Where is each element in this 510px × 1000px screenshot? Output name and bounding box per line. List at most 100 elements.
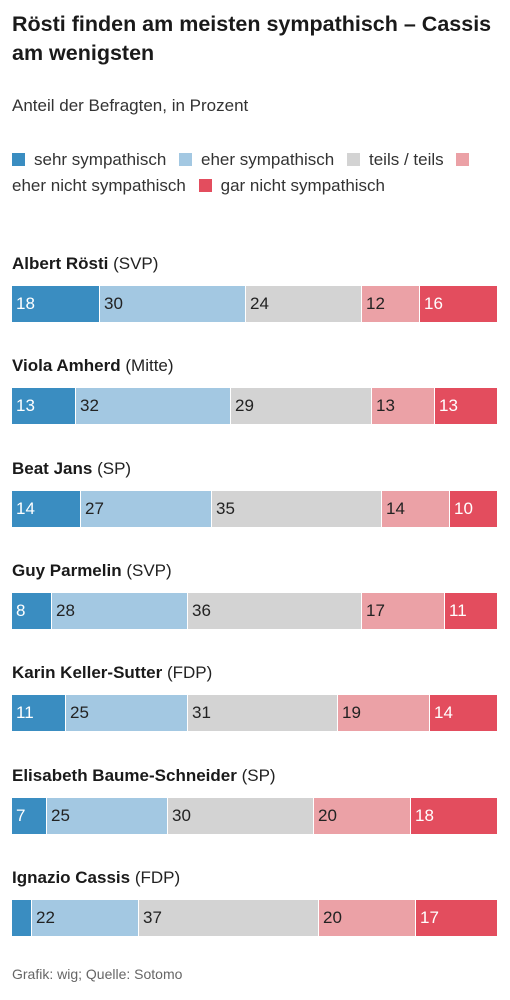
stacked-bar: 13 32 29 13 13	[12, 388, 497, 424]
value-label: 8	[16, 601, 26, 620]
politician-label: Ignazio Cassis (FDP)	[12, 867, 498, 891]
politician-name: Ignazio Cassis	[12, 868, 131, 887]
party-label: (SVP)	[126, 561, 172, 580]
legend-item: teils / teils	[346, 150, 444, 169]
politician-name: Beat Jans	[12, 459, 93, 478]
value-label: 37	[143, 908, 162, 927]
value-label: 29	[235, 396, 254, 415]
politician-label: Karin Keller-Sutter (FDP)	[12, 662, 498, 686]
value-label: 12	[366, 294, 385, 313]
bar-segment: 18	[410, 798, 497, 834]
bar-segment: 19	[337, 695, 429, 731]
value-label: 20	[323, 908, 342, 927]
chart-title: Rösti finden am meisten sympathisch – Ca…	[12, 12, 492, 65]
bar-segment: 37	[138, 900, 318, 936]
bar-segment: 17	[415, 900, 497, 936]
bar-segment: 30	[167, 798, 313, 834]
value-label: 25	[51, 806, 70, 825]
value-label: 7	[16, 806, 26, 825]
bar-segment	[12, 900, 31, 936]
value-label: 14	[434, 703, 453, 722]
value-label: 14	[16, 499, 35, 518]
bar-segment: 10	[449, 491, 497, 527]
stacked-bar: 14 27 35 14 10	[12, 491, 497, 527]
politician-label: Guy Parmelin (SVP)	[12, 560, 498, 584]
stacked-bar: 8 28 36 17 11	[12, 593, 497, 629]
bar-segment: 20	[318, 900, 415, 936]
party-label: (SP)	[241, 766, 276, 785]
stacked-bar: 7 25 30 20 18	[12, 798, 497, 834]
bar-segment: 13	[371, 388, 434, 424]
value-label: 30	[104, 294, 123, 313]
value-label: 17	[366, 601, 385, 620]
bar-segment: 18	[12, 286, 99, 322]
legend-item: eher nicht sympathisch	[12, 150, 478, 195]
bar-segment: 25	[65, 695, 187, 731]
bar-segment: 20	[313, 798, 410, 834]
legend: sehr sympathisch eher sympathisch teils …	[12, 147, 500, 199]
value-label: 25	[70, 703, 89, 722]
value-label: 10	[454, 499, 473, 518]
bar-segment: 11	[444, 593, 497, 629]
bar-segment: 7	[12, 798, 46, 834]
value-label: 14	[386, 499, 405, 518]
legend-swatch	[346, 153, 360, 166]
value-label: 13	[439, 396, 458, 415]
legend-label: sehr sympathisch	[34, 150, 167, 169]
bar-segment: 36	[187, 593, 361, 629]
bar-segment: 17	[361, 593, 444, 629]
bar-segment: 22	[31, 900, 138, 936]
bar-group: Elisabeth Baume-Schneider (SP) 7 25 30 20 18	[12, 765, 498, 834]
bar-segment: 29	[230, 388, 371, 424]
value-label: 19	[342, 703, 361, 722]
bar-group: Albert Rösti (SVP) 18 30 24 12 16	[12, 253, 498, 322]
bar-segment: 28	[51, 593, 187, 629]
politician-name: Albert Rösti	[12, 254, 109, 273]
bar-segment: 13	[12, 388, 75, 424]
value-label: 13	[376, 396, 395, 415]
value-label: 31	[192, 703, 211, 722]
bar-group: Beat Jans (SP) 14 27 35 14 10	[12, 458, 498, 527]
bar-segment: 16	[419, 286, 497, 322]
bar-segment: 25	[46, 798, 167, 834]
legend-item: eher sympathisch	[179, 150, 334, 169]
legend-swatch	[198, 179, 212, 192]
politician-label: Elisabeth Baume-Schneider (SP)	[12, 765, 498, 789]
value-label: 11	[449, 601, 467, 620]
bar-group: Ignazio Cassis (FDP) 22 37 20 17	[12, 867, 498, 936]
legend-label: teils / teils	[368, 150, 444, 169]
bar-segment: 14	[381, 491, 449, 527]
bar-segment: 24	[245, 286, 361, 322]
value-label: 30	[172, 806, 191, 825]
legend-label: gar nicht sympathisch	[220, 176, 386, 195]
value-label: 11	[16, 703, 34, 722]
bar-segment: 35	[211, 491, 381, 527]
politician-name: Viola Amherd	[12, 356, 121, 375]
chart-subtitle: Anteil der Befragten, in Prozent	[12, 96, 249, 115]
bar-segment: 11	[12, 695, 65, 731]
bar-segment: 8	[12, 593, 51, 629]
politician-name: Guy Parmelin	[12, 561, 122, 580]
value-label: 36	[192, 601, 211, 620]
bar-segment: 13	[434, 388, 497, 424]
value-label: 35	[216, 499, 235, 518]
value-label: 22	[36, 908, 55, 927]
politician-label: Beat Jans (SP)	[12, 458, 498, 482]
politician-label: Albert Rösti (SVP)	[12, 253, 498, 277]
legend-swatch	[12, 153, 25, 166]
bar-segment: 12	[361, 286, 419, 322]
stacked-bar: 18 30 24 12 16	[12, 286, 497, 322]
value-label: 24	[250, 294, 269, 313]
stacked-bar: 11 25 31 19 14	[12, 695, 497, 731]
value-label: 17	[420, 908, 439, 927]
bar-segment: 14	[429, 695, 497, 731]
party-label: (SP)	[97, 459, 132, 478]
bar-segment: 31	[187, 695, 337, 731]
legend-label: eher sympathisch	[201, 150, 335, 169]
legend-swatch	[179, 153, 193, 166]
bar-group: Karin Keller-Sutter (FDP) 11 25 31 19 14	[12, 662, 498, 731]
party-label: (FDP)	[134, 868, 181, 887]
party-label: (Mitte)	[125, 356, 174, 375]
legend-item: sehr sympathisch	[12, 150, 166, 169]
politician-name: Elisabeth Baume-Schneider	[12, 766, 237, 785]
